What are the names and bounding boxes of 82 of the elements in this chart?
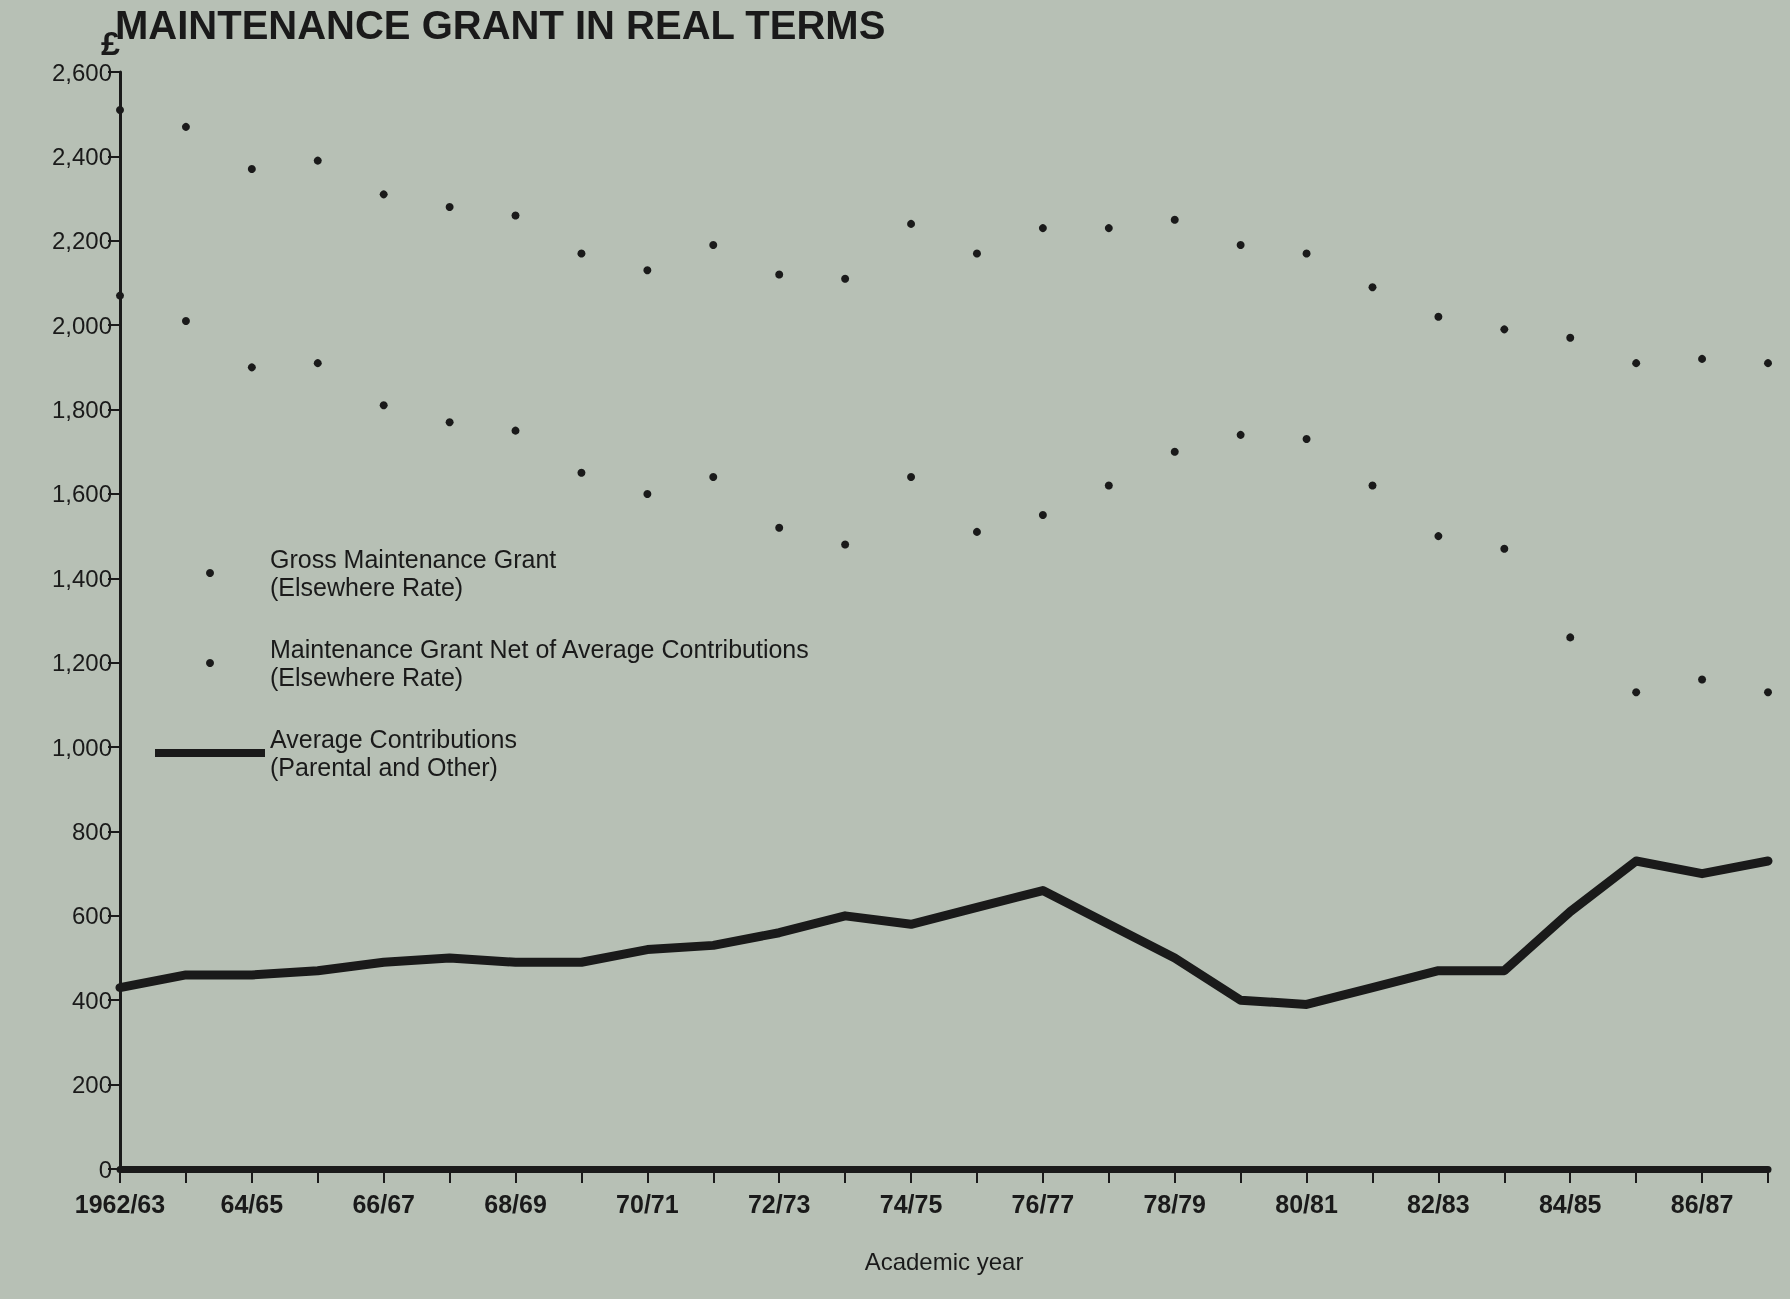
point <box>907 473 916 482</box>
point <box>1170 215 1179 224</box>
y-tick-label: 200 <box>71 1071 112 1099</box>
x-tick-label: 76/77 <box>1011 1189 1075 1218</box>
x-tick-label: 78/79 <box>1143 1189 1206 1218</box>
point <box>1302 435 1311 444</box>
point <box>643 266 652 275</box>
x-tick-label: 64/65 <box>220 1189 284 1218</box>
point <box>116 291 124 300</box>
point <box>181 316 190 325</box>
y-tick-label: 2,000 <box>51 311 112 339</box>
y-tick-label: 1,800 <box>51 396 112 424</box>
point <box>1434 312 1443 321</box>
point <box>1764 688 1772 697</box>
point <box>313 359 322 368</box>
point <box>907 219 916 228</box>
point <box>577 249 586 258</box>
x-axis-title: Academic year <box>864 1247 1024 1275</box>
y-tick-label: 1,200 <box>51 649 112 677</box>
point <box>1632 688 1641 697</box>
point <box>841 274 850 283</box>
point <box>1038 511 1047 520</box>
y-tick-label: 1,400 <box>51 564 112 592</box>
point <box>1566 333 1575 342</box>
x-tick-label: 68/69 <box>484 1189 547 1218</box>
point <box>577 468 586 477</box>
point <box>313 156 322 165</box>
point <box>643 489 652 498</box>
point <box>1236 240 1245 249</box>
point <box>1434 532 1443 541</box>
point <box>709 240 718 249</box>
point <box>116 105 124 114</box>
legend-label: Average Contributions (Parental and Other) <box>270 725 517 781</box>
point <box>841 540 850 549</box>
point <box>1500 544 1509 553</box>
point <box>1170 447 1179 456</box>
point <box>1500 325 1509 334</box>
point <box>247 363 256 372</box>
point <box>1104 224 1113 233</box>
x-tick-label: 84/85 <box>1538 1189 1602 1218</box>
legend-label: Maintenance Grant Net of Average Contributions (Elsewhere Rate) <box>270 635 809 691</box>
point <box>445 418 454 427</box>
y-tick-label: 2,600 <box>51 58 112 86</box>
point <box>775 523 784 532</box>
x-tick-label: 74/75 <box>879 1189 943 1218</box>
x-tick-label: 82/83 <box>1407 1189 1470 1218</box>
point <box>379 401 388 410</box>
point <box>1632 359 1641 368</box>
point <box>1302 249 1311 258</box>
point <box>709 473 718 482</box>
point <box>1368 283 1377 292</box>
legend-label: Gross Maintenance Grant (Elsewhere Rate) <box>270 545 557 601</box>
y-tick-label: 400 <box>71 986 112 1014</box>
point <box>1236 430 1245 439</box>
point <box>972 249 981 258</box>
point <box>445 203 454 212</box>
point <box>511 426 520 435</box>
x-tick-label: 66/67 <box>352 1189 415 1218</box>
x-tick-label: 72/73 <box>747 1189 811 1218</box>
point <box>775 270 784 279</box>
x-tick-label: 86/87 <box>1670 1189 1734 1218</box>
y-tick-label: 1,600 <box>51 480 112 508</box>
point <box>181 122 190 131</box>
point <box>972 527 981 536</box>
y-tick-label: 2,200 <box>51 227 112 255</box>
x-tick-label: 1962/63 <box>74 1189 166 1218</box>
point <box>1038 224 1047 233</box>
point <box>1698 675 1707 684</box>
y-tick-label: 800 <box>71 817 112 845</box>
point <box>247 165 256 174</box>
point <box>1764 359 1772 368</box>
y-tick-label: 600 <box>71 902 112 930</box>
point <box>1566 633 1575 642</box>
x-tick-label: 70/71 <box>616 1189 679 1218</box>
point <box>1698 354 1707 363</box>
point <box>1104 481 1113 490</box>
point <box>511 211 520 220</box>
point <box>1368 481 1377 490</box>
y-tick-label: 2,400 <box>51 142 112 170</box>
y-tick-label: 1,000 <box>51 733 112 761</box>
point <box>379 190 388 199</box>
x-tick-label: 80/81 <box>1275 1189 1338 1218</box>
